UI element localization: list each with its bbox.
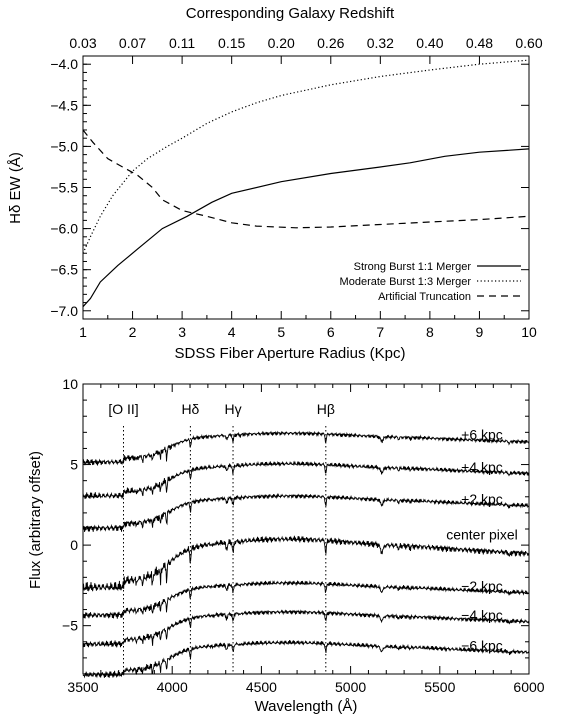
line-marker-label: Hβ	[317, 401, 335, 417]
y-axis-title-bottom: Flux (arbitrary offset)	[27, 451, 44, 589]
y-tick-label-bottom: 5	[70, 457, 78, 473]
x-tick-label: 3	[178, 324, 186, 340]
y-tick-label: −5.0	[50, 138, 78, 154]
spectrum-label: +6 kpc	[461, 427, 503, 443]
x-tick-label-bottom: 3500	[67, 679, 98, 695]
x-tick-label: 6	[327, 324, 335, 340]
x-tick-label: 5	[277, 324, 285, 340]
spectrum-label: center pixel	[446, 526, 518, 542]
spectrum-label: +2 kpc	[461, 491, 503, 507]
x-tick-label-bottom: 4500	[246, 679, 277, 695]
y-tick-label-bottom: −5	[62, 618, 78, 634]
y-tick-label: −6.0	[50, 221, 78, 237]
y-tick-label: −7.0	[50, 303, 78, 319]
y-tick-label: −5.5	[50, 180, 78, 196]
line-marker-label: Hγ	[224, 401, 241, 417]
spectrum-line	[82, 535, 530, 592]
x-tick-label-bottom: 6000	[513, 679, 544, 695]
y-tick-label: −6.5	[50, 262, 78, 278]
spectrum-label: −6 kpc	[461, 638, 503, 654]
series-line-dashed	[82, 129, 530, 229]
top-axis-title: Corresponding Galaxy Redshift	[186, 5, 395, 22]
legend-label: Strong Burst 1:1 Merger	[354, 261, 472, 273]
spectrum-label: +4 kpc	[461, 459, 503, 475]
top-tick-label: 0.32	[367, 35, 394, 51]
x-tick-label: 9	[476, 324, 484, 340]
top-tick-label: 0.48	[466, 35, 493, 51]
top-tick-label: 0.60	[515, 35, 542, 51]
x-tick-label: 7	[376, 324, 384, 340]
spectrum-line	[82, 460, 530, 500]
top-tick-label: 0.15	[218, 35, 245, 51]
spectrum-label: −4 kpc	[461, 607, 503, 623]
top-series	[82, 59, 530, 308]
y-axis-title: Hδ EW (Å)	[7, 152, 24, 224]
top-tick-label: 0.03	[69, 35, 96, 51]
spectrum-line	[82, 580, 530, 619]
x-tick-label: 8	[426, 324, 434, 340]
legend-label: Moderate Burst 1:3 Merger	[340, 276, 472, 288]
top-ticks: 1 2 3 4 5 6 7 8 9 10 0.03 0.07 0.11 0.15 0.20 0.26 0.32 0…	[50, 35, 542, 340]
x-tick-label-bottom: 4000	[157, 679, 188, 695]
line-markers: [O II] Hδ Hγ Hβ	[108, 401, 335, 674]
y-tick-label-bottom: 0	[70, 537, 78, 553]
spectrum-line	[82, 609, 530, 648]
top-tick-label: 0.20	[268, 35, 295, 51]
top-tick-label: 0.11	[169, 35, 195, 51]
x-tick-label-bottom: 5000	[335, 679, 366, 695]
line-marker-label: Hδ	[181, 401, 199, 417]
x-axis-title-bottom: Wavelength (Å)	[255, 698, 358, 715]
top-tick-label: 0.26	[317, 35, 344, 51]
legend-label: Artificial Truncation	[378, 291, 471, 303]
spectrum-line	[82, 639, 530, 679]
x-tick-label-bottom: 5500	[424, 679, 455, 695]
y-tick-label: −4.5	[50, 97, 78, 113]
bottom-panel: Wavelength (Å) Flux (arbitrary offset) 3…	[27, 376, 545, 715]
top-tick-label: 0.40	[416, 35, 443, 51]
line-marker-label: [O II]	[108, 401, 138, 417]
y-tick-label: −4.0	[50, 56, 78, 72]
series-line-solid	[82, 148, 530, 308]
legend: Strong Burst 1:1 Merger Moderate Burst 1:…	[340, 261, 521, 303]
spectrum-line	[82, 492, 530, 532]
x-axis-title: SDSS Fiber Aperture Radius (Kpc)	[175, 345, 406, 362]
y-tick-label-bottom: 10	[62, 376, 78, 392]
x-tick-label: 1	[79, 324, 87, 340]
spectra: +6 kpc +4 kpc +2 kpc center pixel −2 kpc −4 k…	[82, 427, 530, 679]
x-tick-label: 10	[521, 324, 537, 340]
x-tick-label: 4	[228, 324, 236, 340]
series-line-dotted	[82, 59, 530, 254]
spectrum-label: −2 kpc	[461, 578, 503, 594]
top-panel: Corresponding Galaxy Redshift SDSS Fiber…	[7, 5, 543, 362]
x-tick-label: 2	[129, 324, 137, 340]
spectrum-line	[82, 430, 530, 466]
top-tick-label: 0.07	[119, 35, 146, 51]
